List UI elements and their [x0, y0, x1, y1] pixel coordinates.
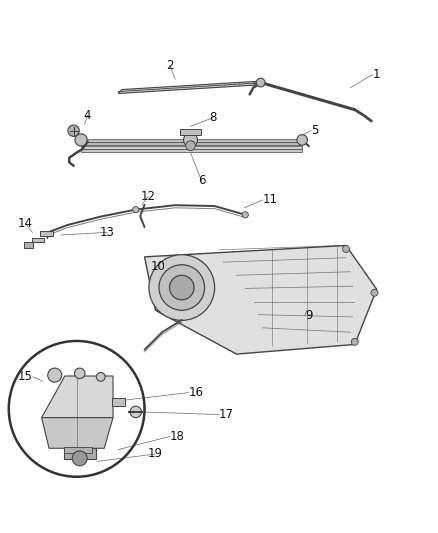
Circle shape: [96, 373, 105, 381]
Circle shape: [75, 134, 87, 146]
Text: 18: 18: [170, 430, 185, 443]
Circle shape: [256, 78, 265, 87]
Bar: [24, 241, 33, 248]
Circle shape: [170, 275, 194, 300]
Circle shape: [159, 265, 205, 310]
Polygon shape: [42, 418, 113, 448]
Polygon shape: [180, 130, 201, 135]
Text: 6: 6: [198, 174, 205, 187]
Polygon shape: [64, 448, 96, 459]
Polygon shape: [145, 246, 377, 354]
Polygon shape: [81, 139, 302, 142]
Text: 1: 1: [372, 68, 380, 81]
Text: 9: 9: [305, 309, 312, 322]
Text: 8: 8: [210, 111, 217, 124]
Text: 14: 14: [18, 217, 33, 230]
Text: 4: 4: [84, 109, 92, 122]
Text: 11: 11: [263, 193, 278, 206]
Bar: [112, 398, 125, 406]
Text: 19: 19: [148, 448, 163, 461]
Circle shape: [343, 246, 350, 253]
Polygon shape: [118, 81, 258, 93]
Polygon shape: [81, 146, 302, 149]
Text: 5: 5: [311, 124, 318, 137]
Circle shape: [68, 125, 79, 136]
Circle shape: [48, 368, 62, 382]
Circle shape: [184, 133, 198, 147]
Text: 16: 16: [188, 386, 203, 399]
Bar: [40, 231, 53, 236]
Circle shape: [74, 368, 85, 378]
Circle shape: [186, 141, 195, 150]
Text: 15: 15: [18, 370, 33, 383]
Circle shape: [297, 135, 307, 145]
Circle shape: [72, 451, 87, 466]
Text: 13: 13: [100, 226, 115, 239]
Bar: [64, 447, 92, 453]
Circle shape: [351, 338, 358, 345]
Polygon shape: [81, 142, 302, 145]
Text: 12: 12: [141, 190, 155, 203]
Text: 10: 10: [151, 260, 166, 273]
Polygon shape: [81, 149, 302, 152]
Circle shape: [371, 289, 378, 296]
Text: 2: 2: [166, 59, 174, 72]
Text: 17: 17: [219, 408, 234, 421]
Circle shape: [130, 406, 141, 418]
Circle shape: [133, 206, 139, 213]
Bar: [32, 238, 44, 243]
Circle shape: [242, 212, 248, 218]
Polygon shape: [42, 376, 113, 418]
Circle shape: [149, 255, 215, 320]
